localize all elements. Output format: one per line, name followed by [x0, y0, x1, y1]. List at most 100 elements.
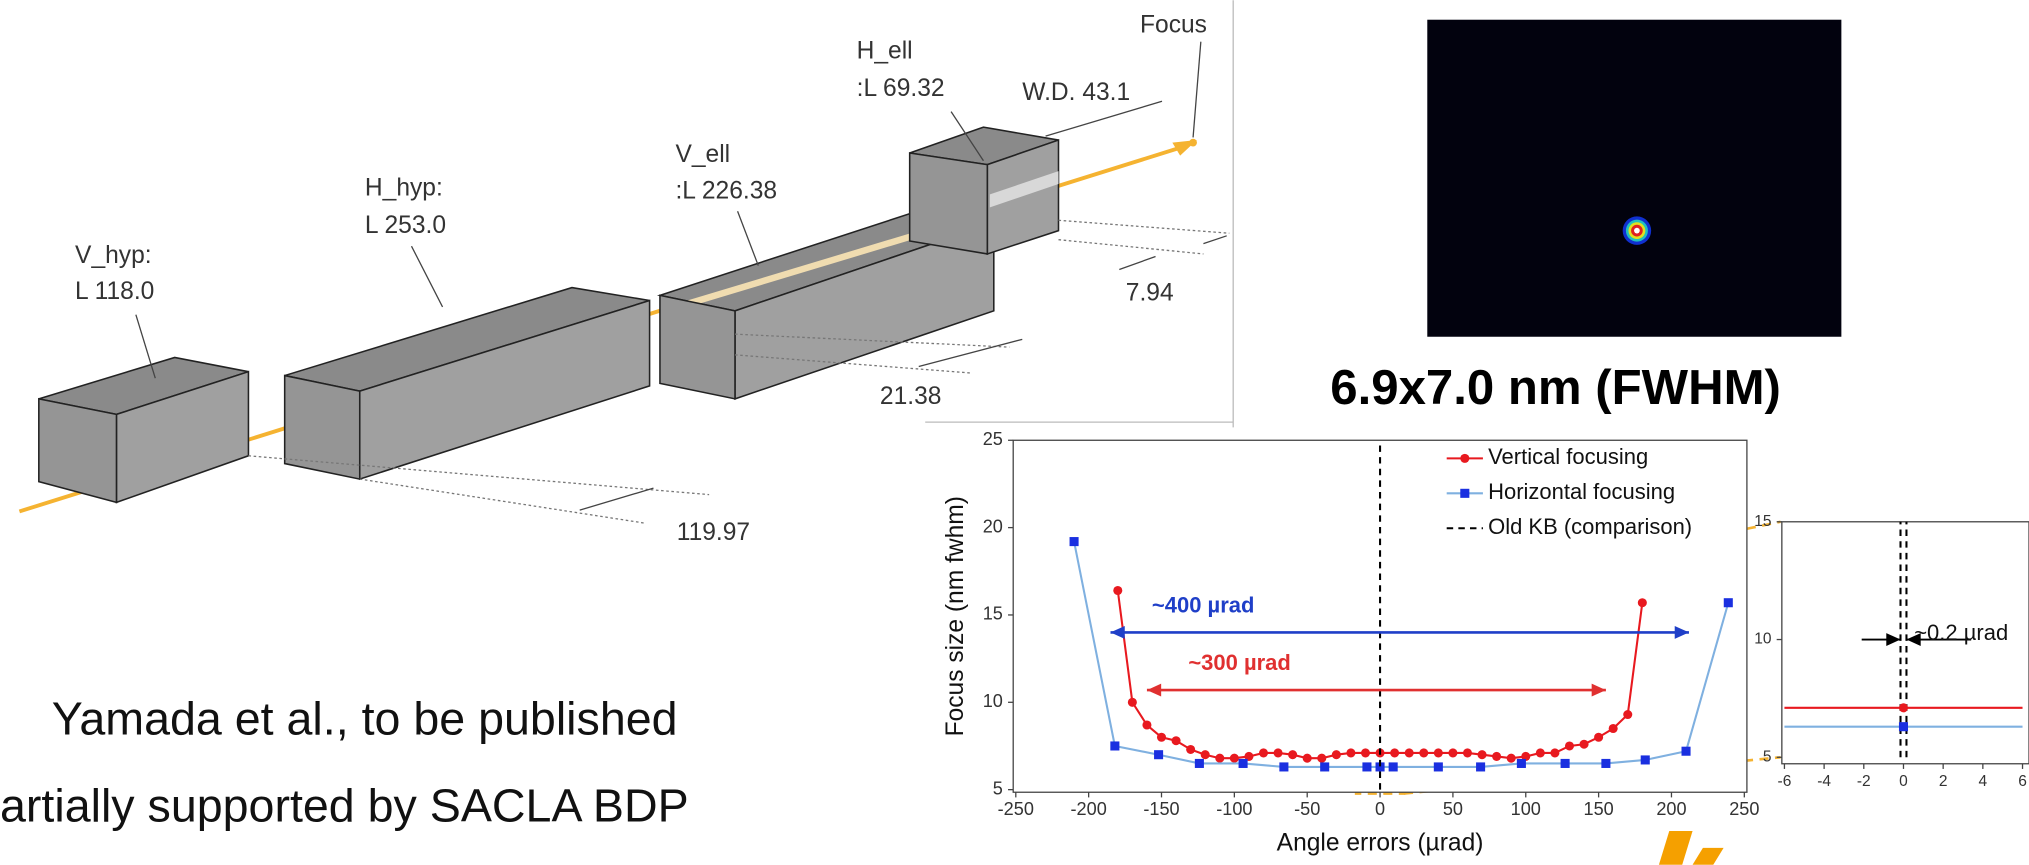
marker	[1157, 733, 1166, 742]
wd-label: W.D. 43.1	[1022, 79, 1130, 106]
marker	[1320, 762, 1329, 771]
marker	[1419, 748, 1428, 757]
y-tick-label: 10	[983, 691, 1003, 711]
x-tick-label: 4	[1979, 773, 1988, 790]
x-tick-label: -4	[1817, 773, 1831, 790]
x-tick-label: -200	[1071, 799, 1107, 819]
marker	[1303, 754, 1312, 763]
marker	[1507, 754, 1516, 763]
x-tick-label: -6	[1778, 773, 1792, 790]
x-tick-label: -100	[1216, 799, 1252, 819]
citation: artially supported by SACLA BDP	[0, 779, 689, 831]
marker	[1492, 752, 1501, 761]
x-tick-label: 6	[2018, 773, 2027, 790]
x-tick-label: -2	[1857, 773, 1871, 790]
leader	[1046, 101, 1162, 136]
leader	[1193, 42, 1201, 138]
marker	[1230, 754, 1239, 763]
citation: Yamada et al., to be published	[52, 693, 678, 745]
x-tick-label: 50	[1443, 799, 1463, 819]
legend-label: Old KB (comparison)	[1488, 514, 1692, 539]
marker	[1638, 598, 1647, 607]
marker	[1389, 762, 1398, 771]
x-tick-label: 100	[1511, 799, 1541, 819]
y-tick-label: 5	[993, 778, 1003, 798]
x-tick-label: -50	[1294, 799, 1320, 819]
marker	[1476, 762, 1485, 771]
marker	[1561, 759, 1570, 768]
marker	[1460, 489, 1469, 498]
focus-label: Focus	[1140, 12, 1207, 39]
marker	[1682, 747, 1691, 756]
marker	[1128, 698, 1137, 707]
marker	[1434, 748, 1443, 757]
marker	[1362, 762, 1371, 771]
marker	[1565, 741, 1574, 750]
marker	[1405, 748, 1414, 757]
marker	[1478, 750, 1487, 759]
focus-image	[1427, 20, 1841, 337]
x-tick-label: 0	[1375, 799, 1385, 819]
marker	[1641, 755, 1650, 764]
focus-point	[1189, 139, 1197, 147]
x-tick-label: 2	[1939, 773, 1948, 790]
x-tick-label: -250	[998, 799, 1034, 819]
v-ell-length: :L 226.38	[675, 177, 777, 204]
v-ell-label: V_ell	[675, 141, 730, 168]
h-hyp-label: H_hyp:	[365, 175, 443, 202]
y-tick-label: 25	[983, 429, 1003, 449]
x-tick-label: -150	[1143, 799, 1179, 819]
marker	[1448, 748, 1457, 757]
marker	[1601, 759, 1610, 768]
marker	[1274, 748, 1283, 757]
marker	[1332, 750, 1341, 759]
marker	[1899, 722, 1908, 731]
marker	[1113, 586, 1122, 595]
marker	[1215, 754, 1224, 763]
marker	[1550, 748, 1559, 757]
h-ell-label: H_ell	[857, 38, 913, 65]
v-hyp-length: L 118.0	[75, 278, 154, 305]
annotation-label: ~300 µrad	[1188, 650, 1291, 675]
legend-label: Horizontal focusing	[1488, 479, 1675, 504]
marker	[1536, 748, 1545, 757]
x-tick-label: 200	[1656, 799, 1686, 819]
marker	[1172, 736, 1181, 745]
marker	[1361, 748, 1370, 757]
marker	[1609, 724, 1618, 733]
dimension-label: 119.97	[677, 519, 750, 546]
marker	[1239, 759, 1248, 768]
marker	[1195, 759, 1204, 768]
dimension-label: 21.38	[880, 383, 942, 410]
marker	[1070, 537, 1079, 546]
marker	[1390, 748, 1399, 757]
leader	[738, 211, 759, 265]
decoration	[1659, 831, 1724, 865]
y-tick-label: 20	[983, 516, 1003, 536]
marker	[1201, 750, 1210, 759]
h-ell-length: :L 69.32	[857, 75, 945, 102]
marker	[1623, 710, 1632, 719]
marker	[1580, 740, 1589, 749]
marker	[1724, 598, 1733, 607]
marker	[1463, 748, 1472, 757]
y-axis-title: Focus size (nm fwhm)	[942, 496, 969, 736]
annotation-label: ~400 µrad	[1152, 592, 1255, 617]
y-tick-label: 15	[983, 604, 1003, 624]
mirror-h-ell	[910, 127, 1059, 254]
marker	[1142, 720, 1151, 729]
legend-label: Vertical focusing	[1488, 444, 1648, 469]
marker	[1186, 745, 1195, 754]
marker	[1517, 759, 1526, 768]
leader	[411, 246, 442, 307]
x-axis-title: Angle errors (µrad)	[1277, 829, 1484, 856]
marker	[1279, 762, 1288, 771]
x-tick-label: 0	[1899, 773, 1908, 790]
x-tick-label: 250	[1729, 799, 1759, 819]
image-caption: 6.9x7.0 nm (FWHM)	[1330, 360, 1781, 415]
mirror-v-hyp	[39, 357, 249, 502]
marker	[1288, 750, 1297, 759]
marker	[1594, 733, 1603, 742]
focus-spot	[1623, 216, 1651, 244]
y-tick-label: 15	[1754, 513, 1771, 530]
